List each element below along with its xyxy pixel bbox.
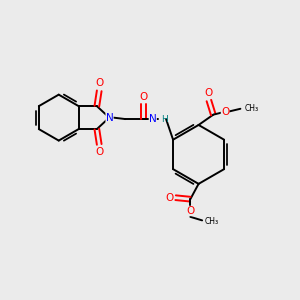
Text: H: H xyxy=(161,115,167,124)
Text: O: O xyxy=(95,147,104,157)
Text: O: O xyxy=(95,79,104,88)
Text: O: O xyxy=(204,88,212,98)
Text: O: O xyxy=(165,193,173,203)
Text: N: N xyxy=(149,114,157,124)
Text: O: O xyxy=(186,206,194,216)
Text: N: N xyxy=(106,112,113,123)
Text: O: O xyxy=(221,107,229,117)
Text: O: O xyxy=(140,92,148,102)
Text: CH₃: CH₃ xyxy=(205,217,219,226)
Text: CH₃: CH₃ xyxy=(244,104,258,113)
